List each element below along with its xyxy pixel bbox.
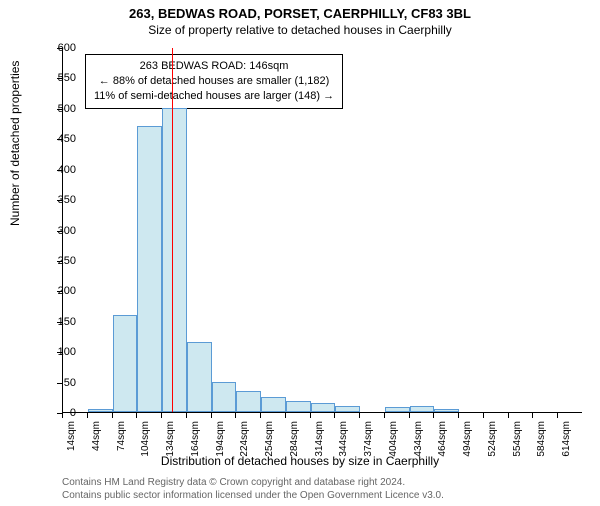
x-tick-mark [62, 413, 63, 418]
histogram-bar [113, 315, 138, 412]
x-tick-label: 344sqm [338, 421, 349, 461]
histogram-bar [88, 409, 113, 412]
callout-line-2: ← 88% of detached houses are smaller (1,… [94, 74, 334, 89]
x-tick-mark [112, 413, 113, 418]
x-tick-label: 434sqm [413, 421, 424, 461]
x-tick-mark [285, 413, 286, 418]
chart-subtitle: Size of property relative to detached ho… [0, 23, 600, 37]
y-tick-mark [57, 291, 62, 292]
y-tick-mark [57, 383, 62, 384]
histogram-bar [137, 126, 162, 412]
y-tick-mark [57, 139, 62, 140]
x-tick-mark [532, 413, 533, 418]
x-tick-label: 104sqm [140, 421, 151, 461]
reference-line [172, 48, 173, 412]
x-tick-label: 554sqm [512, 421, 523, 461]
x-tick-mark [136, 413, 137, 418]
x-tick-mark [161, 413, 162, 418]
x-tick-mark [87, 413, 88, 418]
histogram-bar [434, 409, 459, 412]
x-tick-label: 524sqm [487, 421, 498, 461]
x-tick-mark [235, 413, 236, 418]
x-tick-label: 254sqm [264, 421, 275, 461]
x-tick-mark [260, 413, 261, 418]
x-tick-label: 614sqm [561, 421, 572, 461]
x-tick-label: 134sqm [165, 421, 176, 461]
x-tick-mark [384, 413, 385, 418]
histogram-bar [236, 391, 261, 412]
x-tick-label: 404sqm [388, 421, 399, 461]
callout-box: 263 BEDWAS ROAD: 146sqm ← 88% of detache… [85, 54, 343, 109]
y-tick-mark [57, 261, 62, 262]
y-tick-mark [57, 78, 62, 79]
histogram-bar [286, 401, 311, 412]
x-tick-mark [508, 413, 509, 418]
histogram-bar [410, 406, 435, 412]
x-tick-label: 494sqm [462, 421, 473, 461]
y-tick-mark [57, 200, 62, 201]
histogram-bar [311, 403, 336, 412]
histogram-bar [212, 382, 237, 412]
copyright-line-2: Contains public sector information licen… [62, 489, 444, 502]
x-tick-label: 284sqm [289, 421, 300, 461]
x-tick-label: 314sqm [314, 421, 325, 461]
x-tick-mark [483, 413, 484, 418]
x-tick-label: 464sqm [437, 421, 448, 461]
y-tick-mark [57, 170, 62, 171]
histogram-bar [162, 108, 187, 412]
y-tick-mark [57, 48, 62, 49]
copyright-text: Contains HM Land Registry data © Crown c… [62, 476, 444, 502]
chart-title: 263, BEDWAS ROAD, PORSET, CAERPHILLY, CF… [0, 6, 600, 21]
x-tick-label: 584sqm [536, 421, 547, 461]
histogram-bar [335, 406, 360, 412]
callout-line-3: 11% of semi-detached houses are larger (… [94, 89, 334, 104]
x-axis-label: Distribution of detached houses by size … [0, 454, 600, 468]
histogram-bar [385, 407, 410, 412]
histogram-bar [261, 397, 286, 412]
x-tick-mark [359, 413, 360, 418]
y-axis-label: Number of detached properties [8, 61, 22, 226]
y-tick-mark [57, 322, 62, 323]
x-tick-label: 14sqm [66, 421, 77, 461]
x-tick-mark [557, 413, 558, 418]
chart-plot-area: 263 BEDWAS ROAD: 146sqm ← 88% of detache… [62, 48, 582, 413]
x-tick-label: 194sqm [215, 421, 226, 461]
x-tick-mark [433, 413, 434, 418]
x-tick-label: 224sqm [239, 421, 250, 461]
x-tick-mark [409, 413, 410, 418]
x-tick-label: 374sqm [363, 421, 374, 461]
y-tick-mark [57, 231, 62, 232]
x-tick-mark [310, 413, 311, 418]
x-tick-mark [211, 413, 212, 418]
x-tick-label: 74sqm [116, 421, 127, 461]
x-tick-label: 164sqm [190, 421, 201, 461]
x-tick-mark [458, 413, 459, 418]
histogram-bar [187, 342, 212, 412]
callout-line-1: 263 BEDWAS ROAD: 146sqm [94, 59, 334, 74]
y-tick-mark [57, 352, 62, 353]
x-tick-mark [186, 413, 187, 418]
copyright-line-1: Contains HM Land Registry data © Crown c… [62, 476, 444, 489]
x-tick-label: 44sqm [91, 421, 102, 461]
y-tick-mark [57, 109, 62, 110]
x-tick-mark [334, 413, 335, 418]
